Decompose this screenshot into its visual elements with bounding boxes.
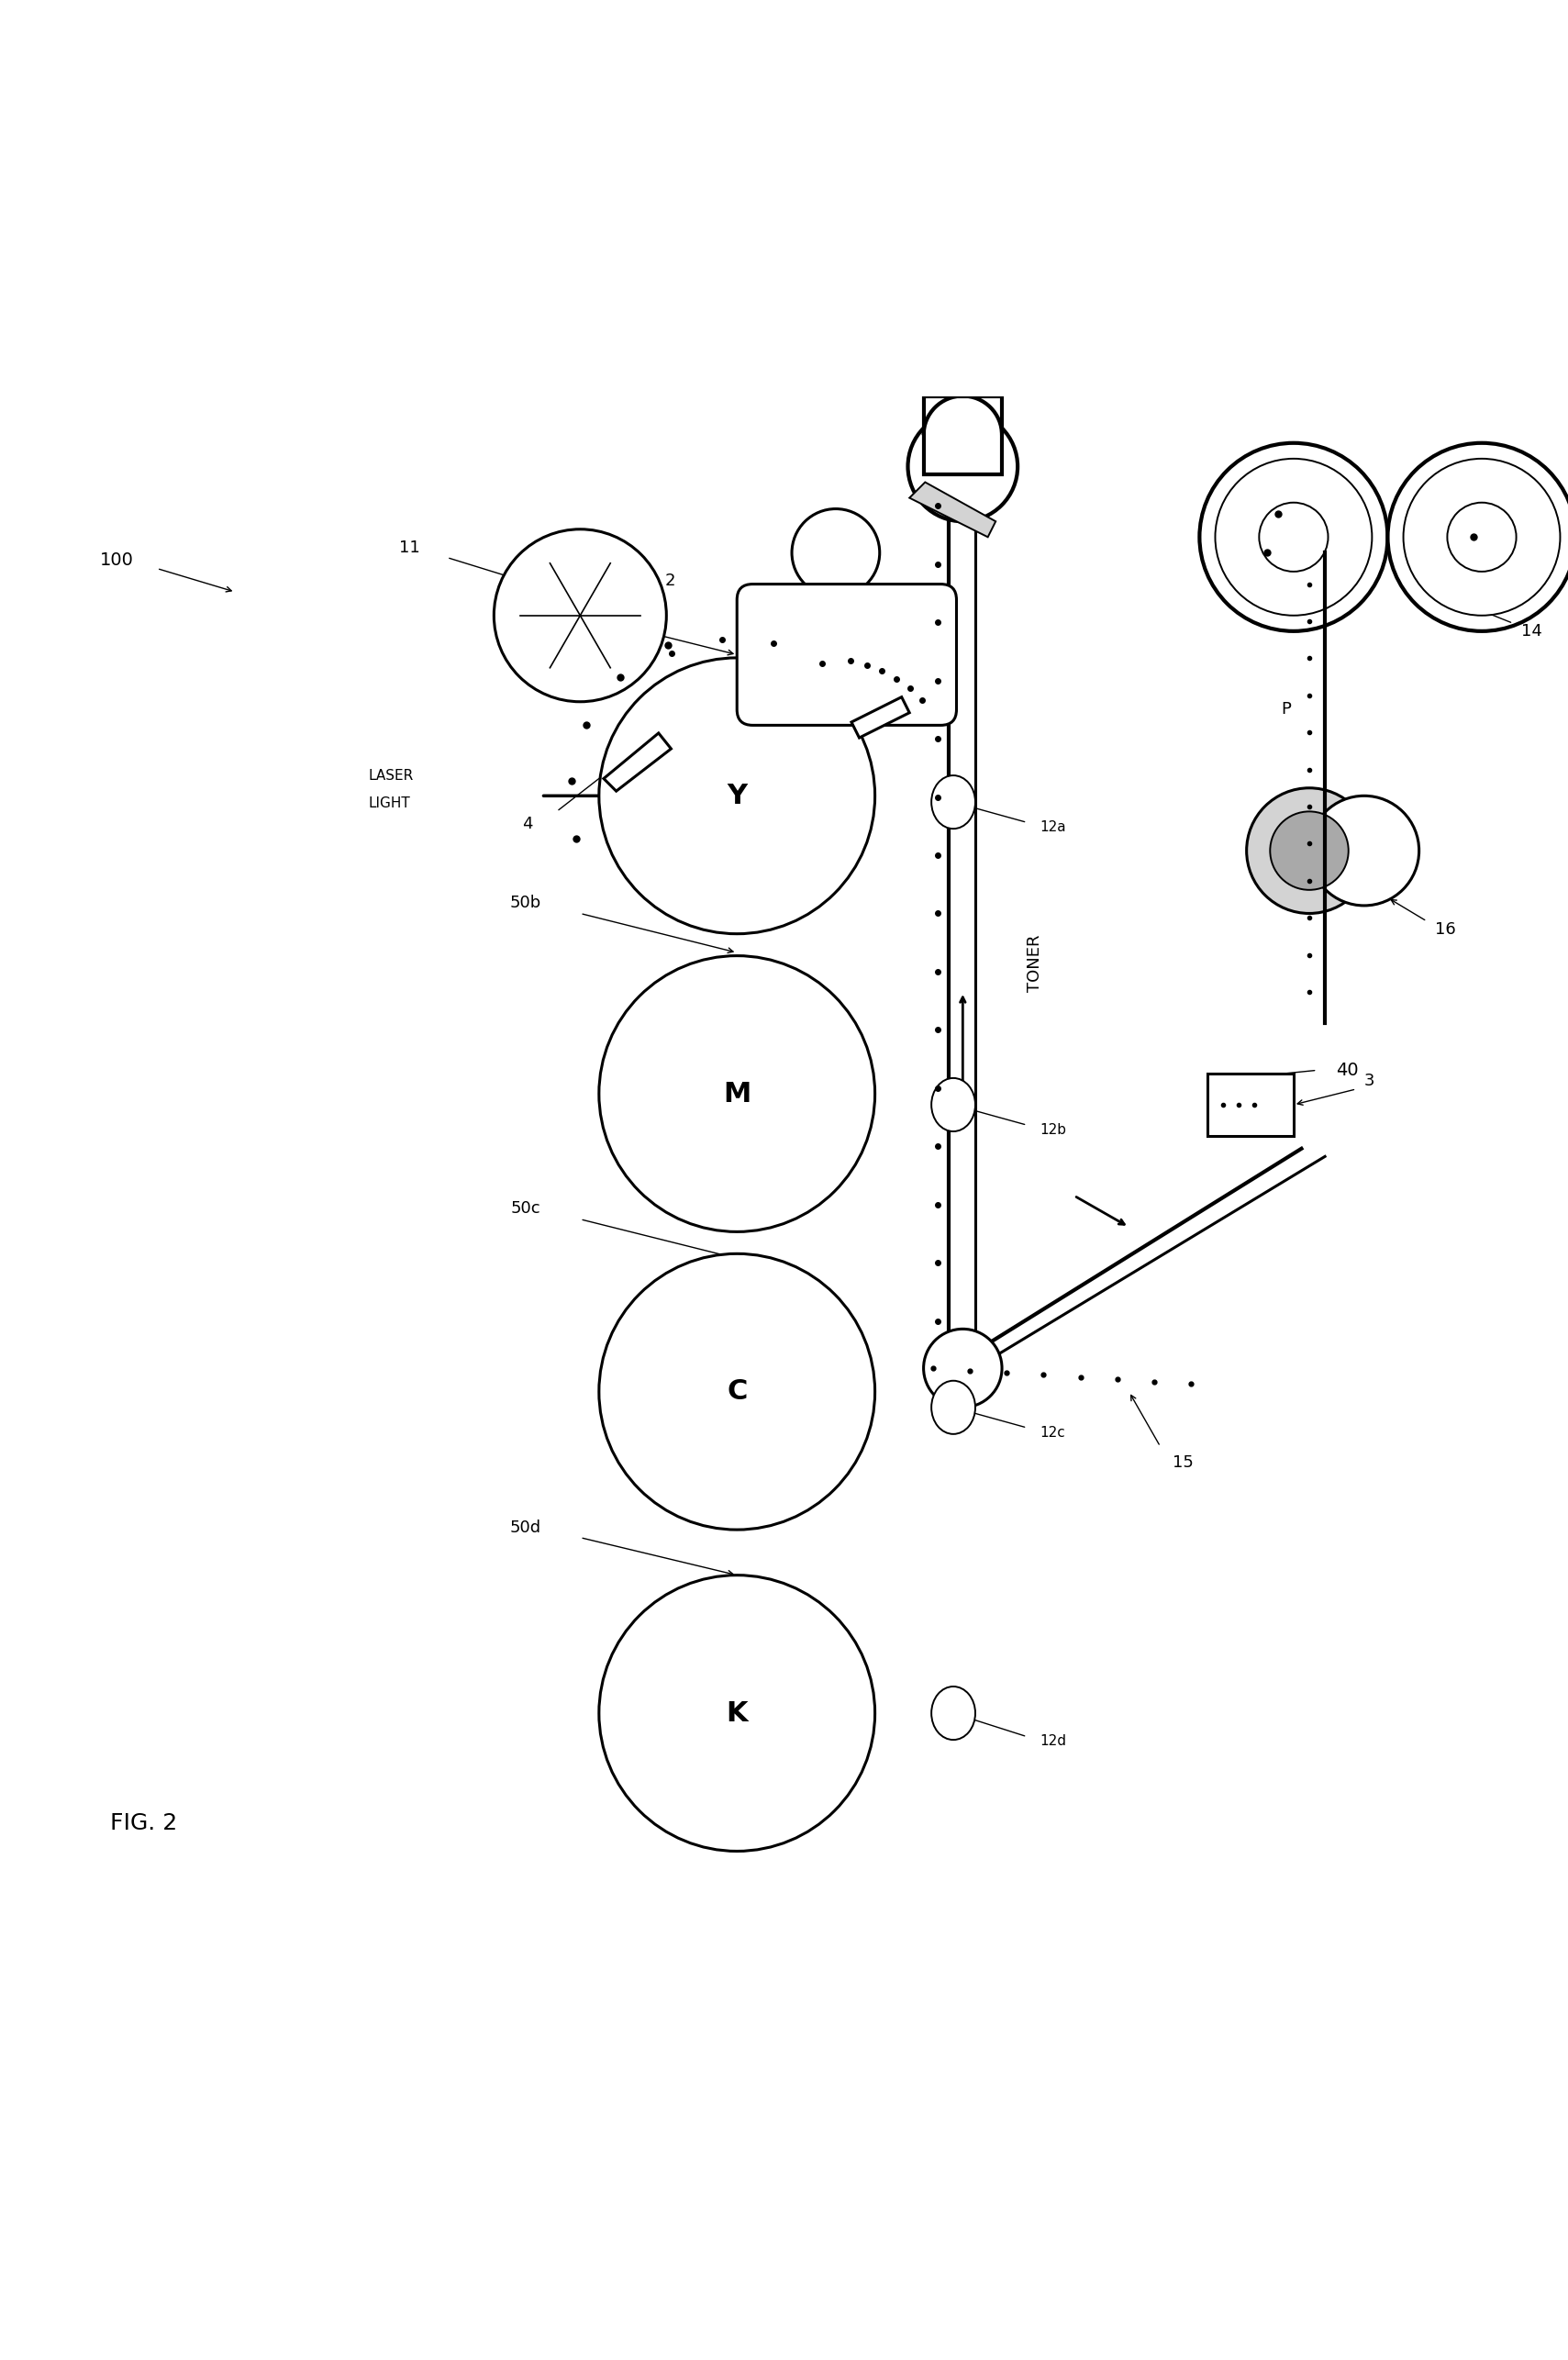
Circle shape (494, 529, 666, 701)
Ellipse shape (931, 1687, 975, 1739)
Circle shape (1309, 795, 1419, 906)
Text: 50c: 50c (511, 1199, 541, 1215)
Circle shape (1403, 458, 1560, 616)
Circle shape (599, 956, 875, 1232)
Circle shape (1259, 503, 1328, 571)
Polygon shape (909, 481, 996, 538)
Circle shape (599, 1574, 875, 1850)
Bar (1207, 1074, 1294, 1135)
Circle shape (908, 411, 1018, 522)
Text: 3: 3 (1364, 1074, 1375, 1090)
Circle shape (599, 1253, 875, 1529)
Circle shape (1388, 444, 1568, 630)
Text: 50d: 50d (510, 1520, 541, 1536)
Polygon shape (604, 734, 671, 791)
Text: FIG. 2: FIG. 2 (110, 1812, 177, 1834)
Polygon shape (851, 696, 909, 739)
Ellipse shape (931, 1079, 975, 1130)
Text: 12a: 12a (1040, 821, 1066, 833)
Text: LASER: LASER (368, 769, 414, 781)
Text: 15: 15 (1173, 1454, 1193, 1470)
Text: M: M (723, 1081, 751, 1107)
Text: 12c: 12c (1040, 1425, 1065, 1440)
Ellipse shape (931, 776, 975, 828)
Circle shape (1215, 458, 1372, 616)
Text: 12d: 12d (1040, 1735, 1066, 1749)
Text: 11: 11 (400, 540, 420, 557)
Text: TONER: TONER (1027, 935, 1044, 991)
Text: 12b: 12b (1040, 1123, 1066, 1138)
Text: Y: Y (728, 784, 746, 809)
Text: K: K (726, 1699, 748, 1728)
Circle shape (1270, 812, 1348, 890)
Circle shape (792, 510, 880, 597)
Circle shape (1200, 444, 1388, 630)
Text: 50a: 50a (510, 597, 541, 614)
Circle shape (1447, 503, 1516, 571)
Text: 14: 14 (1521, 623, 1541, 640)
Text: P: P (1281, 701, 1290, 717)
FancyBboxPatch shape (737, 585, 956, 725)
Text: 16: 16 (1435, 920, 1455, 937)
Circle shape (924, 1329, 1002, 1407)
Circle shape (1247, 788, 1372, 913)
Circle shape (599, 658, 875, 935)
Bar (924, 396, 1002, 474)
Text: 7: 7 (870, 701, 880, 717)
Text: 4: 4 (522, 817, 533, 833)
Text: 13: 13 (792, 595, 811, 611)
Text: 40: 40 (1336, 1062, 1358, 1079)
Text: 50b: 50b (510, 894, 541, 911)
Ellipse shape (931, 1381, 975, 1435)
Text: LIGHT: LIGHT (368, 798, 411, 809)
Text: 17: 17 (931, 453, 950, 467)
Text: 100: 100 (99, 552, 133, 569)
Text: 2: 2 (665, 573, 676, 590)
Text: C: C (726, 1378, 748, 1404)
